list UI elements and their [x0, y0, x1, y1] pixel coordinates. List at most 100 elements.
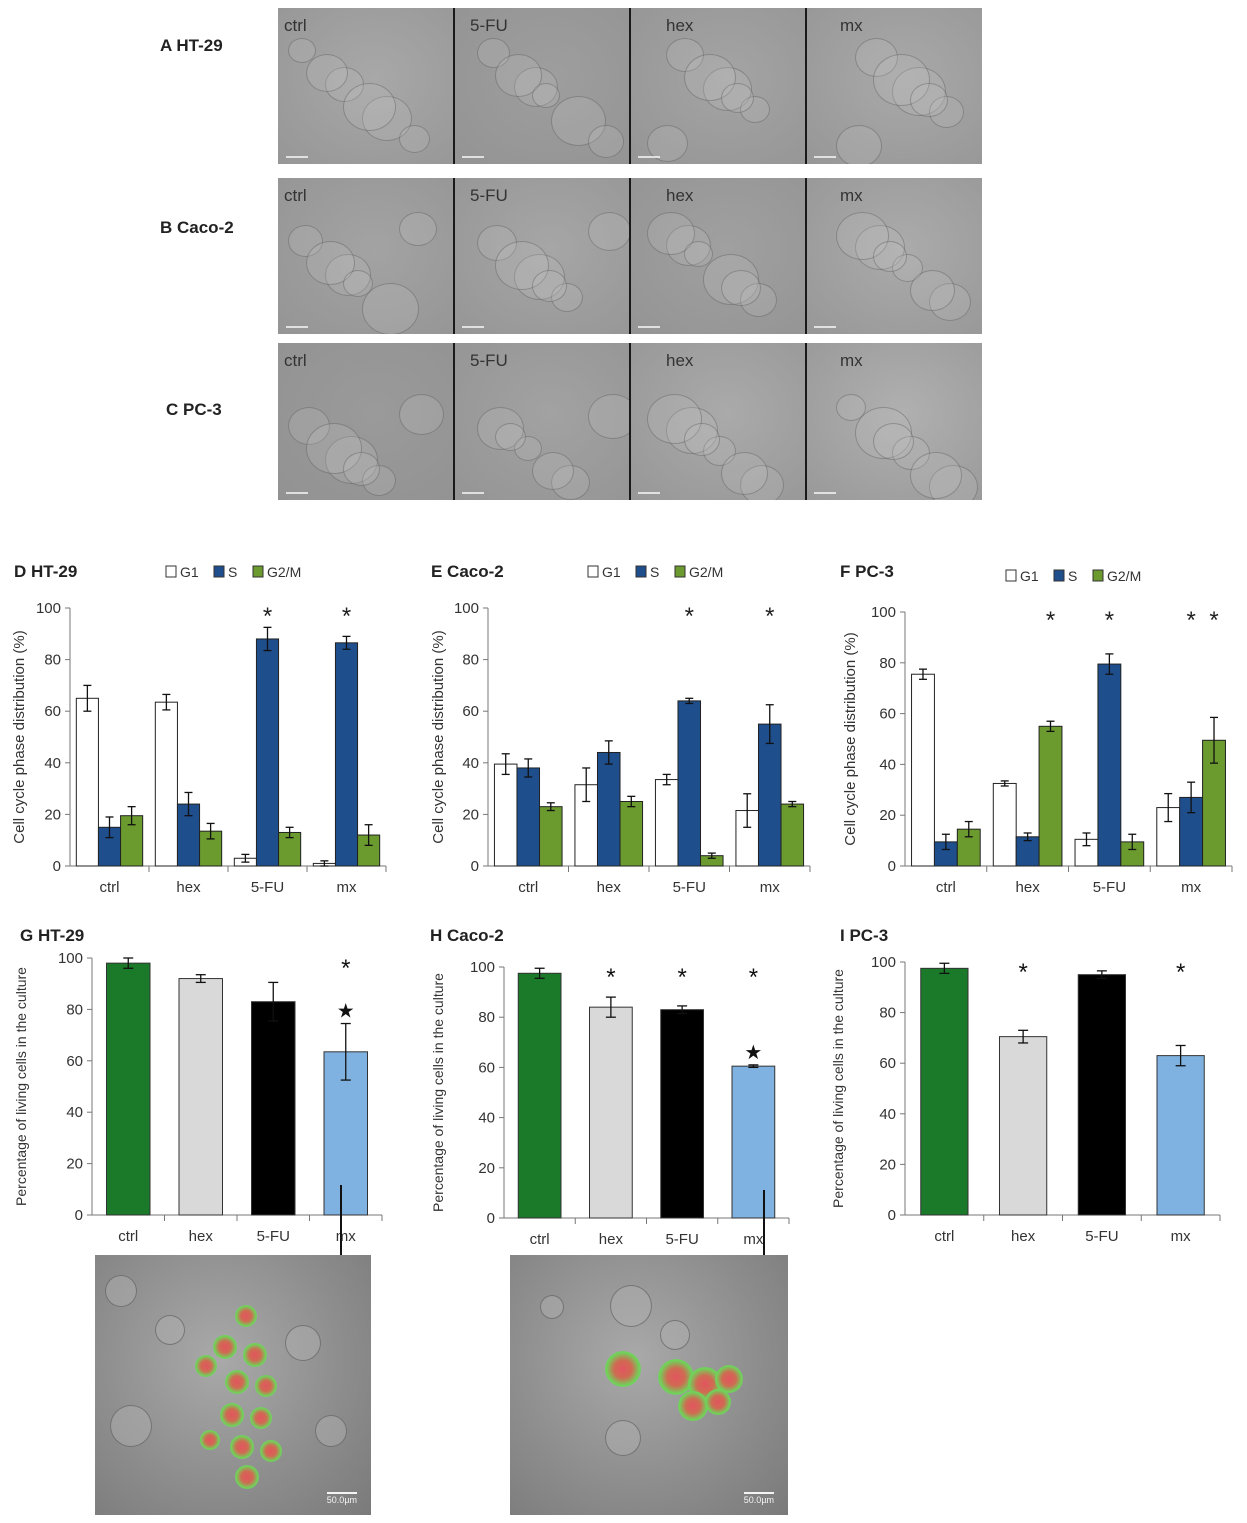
cell-outline — [532, 270, 567, 302]
condition-label: ctrl — [284, 351, 307, 370]
legend-swatch — [1053, 569, 1065, 582]
cell-outline — [647, 394, 702, 444]
y-tick-label: 40 — [879, 756, 896, 773]
cell-outline — [910, 270, 955, 311]
micrograph-panel: 5-FU — [454, 8, 630, 164]
condition-label: mx — [840, 186, 863, 205]
scale-bar — [814, 492, 836, 494]
micrograph-panel: 5-FU — [454, 343, 638, 500]
significance-star: ★ — [337, 1001, 355, 1023]
x-tick-label: mx — [337, 879, 357, 896]
micrograph-strip-0: ctrl 5-FU hex mx — [278, 8, 982, 164]
significance-asterisk: * — [685, 603, 694, 630]
scale-bar — [462, 156, 484, 158]
y-axis-label: Cell cycle phase distribution (%) — [430, 630, 447, 843]
bar-5-FU — [251, 1001, 296, 1216]
scale-bar-label: 50.0µm — [326, 1492, 357, 1505]
bar-S — [97, 826, 122, 867]
panel-divider — [805, 343, 807, 500]
bar-S — [1179, 796, 1204, 867]
scale-bar — [814, 156, 836, 158]
y-tick-label: 80 — [879, 1005, 896, 1022]
bar-mx — [731, 1065, 776, 1219]
fluorescent-cell — [715, 1365, 743, 1393]
condition-label: hex — [666, 186, 694, 205]
bar-S — [596, 751, 621, 867]
micrograph-panel: ctrl — [278, 343, 454, 500]
row-label-2: C PC-3 — [166, 400, 222, 419]
bar-S — [1097, 663, 1122, 867]
cell-outline — [836, 394, 866, 422]
bar-hex — [999, 1036, 1048, 1216]
micrograph-panel: mx — [806, 8, 982, 164]
significance-asterisk: * — [765, 603, 774, 630]
fluorescent-cell — [220, 1403, 244, 1427]
legend-label: S — [650, 564, 659, 580]
condition-label: 5-FU — [470, 16, 508, 35]
scale-bar — [814, 326, 836, 328]
y-tick-label: 60 — [462, 703, 479, 720]
y-tick-label: 0 — [471, 858, 479, 875]
fluorescent-cell — [200, 1430, 220, 1450]
cell-outline — [684, 423, 720, 456]
fluorescent-cell — [678, 1391, 708, 1421]
x-tick-label: 5-FU — [665, 1231, 698, 1248]
unstained-cell — [610, 1285, 652, 1327]
chart-title: E Caco-2 — [431, 562, 504, 581]
fluorescent-cell — [243, 1343, 267, 1367]
y-tick-label: 100 — [58, 950, 83, 967]
scale-bar-label: 50.0µm — [743, 1492, 774, 1505]
micrograph-panel: ctrl — [278, 8, 454, 164]
micrograph-panel: mx — [806, 178, 982, 334]
unstained-cell — [110, 1405, 152, 1447]
chart-I: I PC-3 0 20 40 60 80 100 Percentage of living c… — [830, 926, 1221, 1245]
y-tick-label: 20 — [66, 1156, 83, 1173]
bar-S — [516, 767, 541, 867]
x-tick-label: 5-FU — [673, 879, 706, 896]
condition-label: 5-FU — [470, 351, 508, 370]
bar-S — [255, 638, 280, 867]
cell-outline — [873, 423, 914, 461]
condition-label: mx — [840, 351, 863, 370]
bar-S — [757, 723, 782, 867]
x-tick-label: ctrl — [530, 1231, 550, 1248]
bar-G2M — [1120, 841, 1145, 867]
row-label-1: B Caco-2 — [160, 218, 234, 237]
bar-G2M — [956, 828, 981, 867]
bar-G1 — [493, 763, 518, 867]
y-tick-label: 60 — [66, 1053, 83, 1070]
bar-G2M — [700, 855, 724, 867]
y-tick-label: 40 — [44, 755, 61, 772]
fluorescent-cell — [213, 1335, 237, 1359]
bar-G1 — [992, 782, 1017, 867]
panel-divider — [629, 8, 631, 164]
x-tick-label: mx — [743, 1231, 763, 1248]
micrograph-panel: ctrl — [278, 178, 454, 334]
unstained-cell — [605, 1420, 641, 1456]
bar-G1 — [1156, 807, 1181, 867]
significance-asterisk: * — [341, 955, 350, 982]
legend-swatch — [587, 565, 599, 578]
bar-G2M — [120, 815, 144, 867]
y-tick-label: 60 — [44, 703, 61, 720]
bar-G1 — [654, 779, 679, 867]
bar-S — [334, 642, 359, 867]
y-tick-label: 100 — [871, 604, 896, 621]
fluorescent-cell — [235, 1465, 259, 1489]
cell-outline — [836, 125, 882, 164]
y-tick-label: 20 — [879, 807, 896, 824]
x-tick-label: hex — [597, 879, 622, 896]
fluorescent-cell — [705, 1389, 731, 1415]
y-tick-label: 20 — [879, 1156, 896, 1173]
x-tick-label: mx — [336, 1228, 356, 1245]
unstained-cell — [155, 1315, 185, 1345]
cell-outline — [721, 83, 754, 113]
y-tick-label: 20 — [44, 806, 61, 823]
significance-asterisk: * — [749, 964, 758, 991]
y-tick-label: 0 — [75, 1207, 83, 1224]
fluorescent-cell — [260, 1440, 282, 1462]
significance-asterisk: * — [677, 964, 686, 991]
bar-G2M — [1038, 725, 1063, 867]
cell-outline — [910, 452, 962, 499]
bar-G1 — [1074, 838, 1099, 867]
